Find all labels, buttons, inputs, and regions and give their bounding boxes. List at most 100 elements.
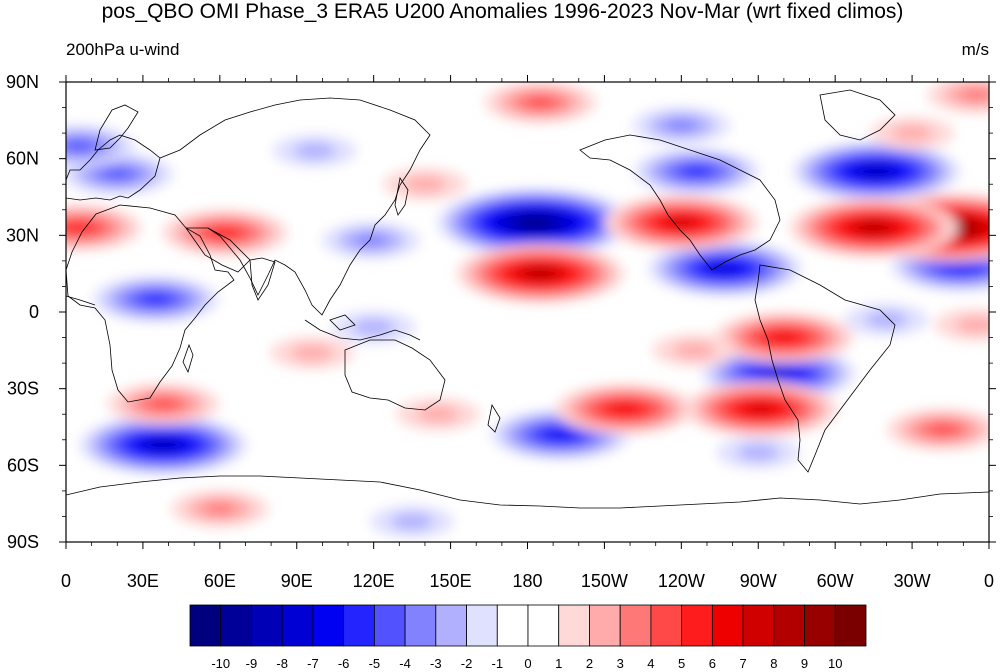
anomaly-contour xyxy=(865,311,908,328)
colorbar-swatch xyxy=(251,604,283,647)
anomaly-center xyxy=(713,312,854,363)
anomaly-contour xyxy=(352,319,395,336)
anomaly-contour xyxy=(66,223,92,233)
colorbar-label: -5 xyxy=(369,656,381,671)
anomaly-contour xyxy=(673,342,716,359)
anomaly-contour xyxy=(143,294,169,304)
colorbar-label: 0 xyxy=(524,656,531,671)
colorbar-swatch xyxy=(373,604,406,647)
colorbar-swatch xyxy=(681,604,713,647)
colorbar-label: -7 xyxy=(307,656,319,671)
x-tick-label: 90W xyxy=(740,571,777,591)
anomaly-contour xyxy=(928,424,957,435)
anomaly-center xyxy=(927,82,989,114)
colorbar-swatch xyxy=(312,604,345,647)
anomaly-contour xyxy=(772,333,796,342)
anomaly-contour xyxy=(403,176,446,193)
colorbar-swatch xyxy=(804,604,836,647)
colorbar-swatch xyxy=(558,604,590,647)
anomaly-contour xyxy=(749,405,772,414)
colorbar-swatch xyxy=(189,604,222,647)
x-tick-label: 90E xyxy=(281,571,313,591)
anomaly-contour xyxy=(863,223,885,232)
y-tick-label: 60S xyxy=(7,455,39,475)
anomaly-contour xyxy=(949,261,973,271)
colorbar-label: -1 xyxy=(491,656,503,671)
anomaly-center xyxy=(66,125,135,167)
anomaly-center xyxy=(79,415,248,475)
y-tick-label: 0 xyxy=(29,302,39,322)
colorbar-label: 6 xyxy=(709,656,716,671)
colorbar-label: -8 xyxy=(276,656,288,671)
anomaly-contour xyxy=(391,513,434,530)
colorbar-swatch xyxy=(343,604,375,647)
colorbar-label: -6 xyxy=(338,656,350,671)
anomaly-contour xyxy=(959,88,989,101)
colorbar-label: -4 xyxy=(399,656,411,671)
anomaly-contour xyxy=(891,124,934,142)
x-tick-label: 60E xyxy=(204,571,236,591)
anomaly-center xyxy=(554,383,695,435)
anomaly-center xyxy=(322,221,421,260)
x-tick-label: 120E xyxy=(353,571,395,591)
y-tick-label: 30N xyxy=(6,225,39,245)
anomaly-center xyxy=(272,134,357,168)
anomaly-contour xyxy=(529,269,551,278)
colorbar-swatch xyxy=(404,604,437,647)
colorbar-label: -9 xyxy=(246,656,258,671)
x-axis: 0 30E 60E 90E 120E 150E 180 150W 120W 90W 60W 30W 0 xyxy=(61,75,994,591)
anomaly-center xyxy=(437,188,634,257)
anomaly-contour xyxy=(865,167,887,176)
anomaly-center xyxy=(870,116,955,150)
anomaly-center xyxy=(456,244,625,304)
x-tick-label: 30E xyxy=(127,571,159,591)
colorbar-swatch xyxy=(711,604,744,647)
y-tick-label: 90S xyxy=(7,532,39,552)
anomaly-center xyxy=(792,141,961,202)
anomaly-contour xyxy=(203,502,237,515)
colorbar-label: -3 xyxy=(430,656,442,671)
anomaly-center xyxy=(107,383,220,425)
x-tick-label: 150W xyxy=(581,571,628,591)
anomaly-center xyxy=(484,82,597,124)
anomaly-center xyxy=(632,106,731,145)
x-tick-label: 0 xyxy=(984,571,994,591)
anomaly-center xyxy=(633,148,760,195)
anomaly-contour xyxy=(955,316,989,333)
anomaly-center xyxy=(382,167,467,201)
anomaly-contour xyxy=(549,430,573,439)
anomaly-center xyxy=(161,209,288,256)
anomaly-contour xyxy=(613,404,637,414)
colorbar-swatch xyxy=(496,604,529,647)
anomaly-center xyxy=(604,195,759,250)
colorbar-label: 5 xyxy=(678,656,685,671)
colorbar-label: 2 xyxy=(586,656,593,671)
anomaly-center xyxy=(886,408,989,451)
anomaly-center xyxy=(370,505,455,538)
anomaly-center xyxy=(934,308,989,342)
anomaly-contour xyxy=(149,398,178,410)
anomaly-contour xyxy=(103,168,132,180)
anomaly-contour xyxy=(713,264,736,273)
anomaly-center xyxy=(270,336,355,370)
coastlines xyxy=(66,89,989,509)
y-tick-label: 90N xyxy=(6,72,39,92)
x-tick-label: 30W xyxy=(894,571,931,591)
colorbar-label: 8 xyxy=(770,656,777,671)
anomaly-field xyxy=(66,82,989,538)
colorbar-swatch xyxy=(589,604,621,647)
anomaly-center xyxy=(66,204,142,251)
colorbar-label: 4 xyxy=(647,656,654,671)
colorbar-label: -10 xyxy=(211,656,230,671)
colorbar-swatch xyxy=(834,604,867,647)
colorbar-label: 1 xyxy=(555,656,562,671)
anomaly-center xyxy=(716,436,801,469)
anomaly-contour xyxy=(291,344,334,362)
anomaly-center xyxy=(652,333,737,367)
anomaly-contour xyxy=(525,219,545,226)
colorbar-swatch xyxy=(742,604,775,647)
x-tick-label: 180 xyxy=(512,571,542,591)
colorbar-swatch xyxy=(435,604,467,647)
anomaly-contour xyxy=(66,140,93,152)
